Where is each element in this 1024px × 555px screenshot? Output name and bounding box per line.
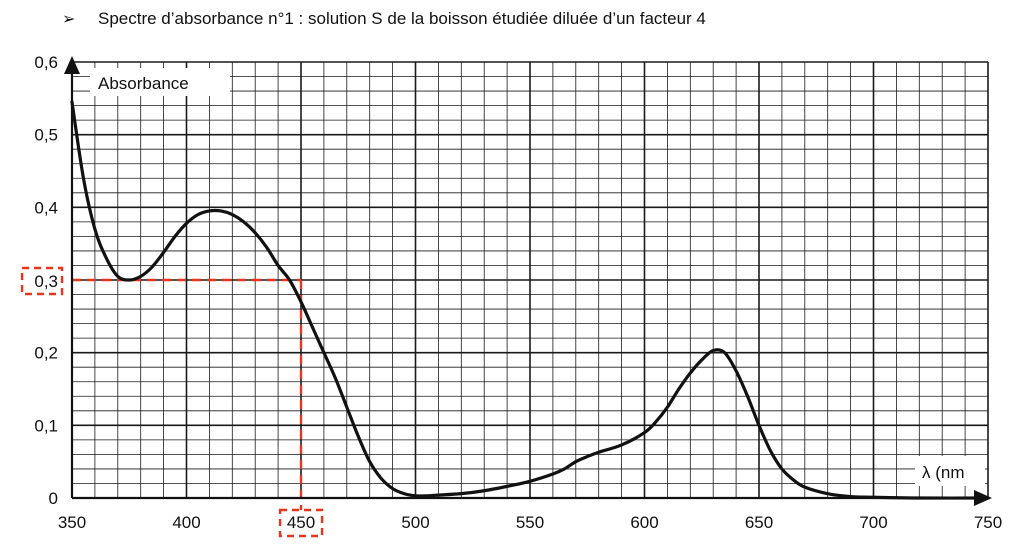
figure-title: Spectre d’absorbance n°1 : solution S de… bbox=[98, 9, 706, 28]
x-tick-label: 400 bbox=[172, 513, 200, 532]
y-axis-label: Absorbance bbox=[98, 74, 189, 93]
absorbance-curve bbox=[70, 100, 990, 500]
x-highlight-label: 450 bbox=[287, 513, 315, 532]
y-tick-label: 0,1 bbox=[34, 416, 58, 435]
y-highlight-box bbox=[20, 266, 64, 296]
x-axis-arrow-icon bbox=[974, 490, 992, 506]
x-tick-label: 500 bbox=[401, 513, 429, 532]
x-tick-label: 600 bbox=[630, 513, 658, 532]
xlabel-background bbox=[915, 456, 985, 486]
y-tick-label: 0,4 bbox=[34, 198, 58, 217]
y-axis-arrow-icon bbox=[64, 56, 80, 74]
x-tick-label: 350 bbox=[58, 513, 86, 532]
y-tick-label: 0,2 bbox=[34, 344, 58, 363]
ylabel-background bbox=[90, 68, 230, 96]
y-highlight-label: 0,3 bbox=[34, 272, 58, 291]
x-tick-label: 700 bbox=[859, 513, 887, 532]
x-tick-label: 650 bbox=[745, 513, 773, 532]
reading-guides: 0,3 450 bbox=[20, 266, 324, 538]
x-axis-label: λ (nm bbox=[922, 463, 965, 482]
y-tick-label: 0 bbox=[49, 489, 58, 508]
tick-labels: 350 400 450 500 550 600 650 700 750 0 0,1 0,2 0,3 0,4… bbox=[34, 53, 1002, 532]
bullet-icon: ➢ bbox=[62, 11, 75, 28]
axes bbox=[64, 56, 992, 506]
x-highlight-box bbox=[278, 508, 324, 538]
x-tick-label: 750 bbox=[974, 513, 1002, 532]
x-tick-label: 550 bbox=[516, 513, 544, 532]
y-tick-label: 0,6 bbox=[34, 53, 58, 72]
y-tick-label: 0,5 bbox=[34, 126, 58, 145]
